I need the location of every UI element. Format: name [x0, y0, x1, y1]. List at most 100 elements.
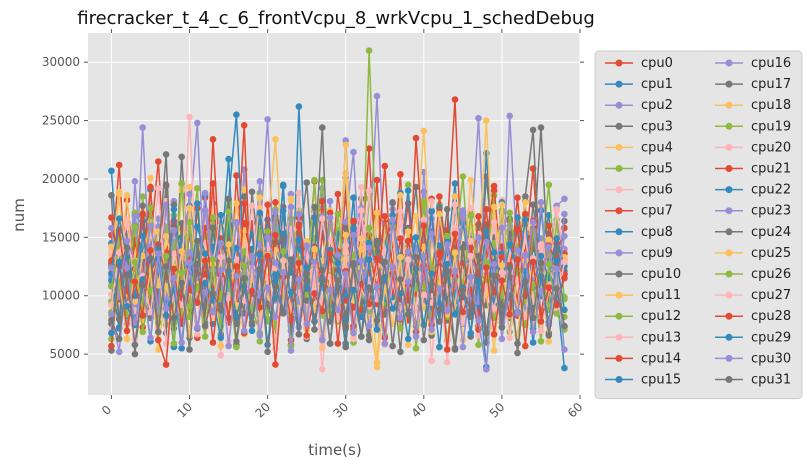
data-point-cpu22: [256, 209, 264, 217]
legend-label: cpu8: [641, 225, 673, 240]
data-point-cpu1: [451, 180, 459, 187]
data-point-cpu14: [381, 162, 389, 170]
data-point-cpu31: [139, 281, 146, 289]
legend-label: cpu1: [641, 77, 673, 92]
legend-label: cpu6: [641, 183, 673, 198]
legend-item-cpu24: cpu24: [715, 225, 791, 240]
data-point-cpu11: [490, 203, 498, 211]
data-point-cpu19: [303, 291, 311, 298]
data-point-cpu31: [201, 322, 209, 330]
data-point-cpu23: [350, 231, 357, 239]
data-point-cpu4: [240, 186, 248, 193]
data-point-cpu2: [287, 190, 295, 198]
legend-label: cpu14: [641, 351, 681, 366]
legend-label: cpu20: [751, 140, 791, 155]
legend-swatch-marker: [725, 312, 733, 320]
data-point-cpu25: [397, 253, 404, 261]
data-point-cpu7: [490, 182, 498, 190]
legend-swatch-marker: [725, 207, 733, 215]
data-point-cpu29: [373, 326, 381, 333]
legend-swatch-marker: [725, 143, 733, 151]
data-point-cpu22: [506, 241, 513, 248]
data-point-cpu31: [358, 333, 365, 340]
legend-swatch-marker: [615, 333, 623, 341]
data-point-cpu30: [475, 317, 482, 324]
data-point-cpu21: [326, 209, 334, 217]
data-point-cpu16: [131, 213, 139, 220]
data-point-cpu14: [350, 217, 357, 225]
data-point-cpu17: [139, 202, 146, 210]
y-tick-label: 10000: [42, 289, 80, 303]
data-point-cpu13: [397, 218, 404, 226]
data-point-cpu23: [264, 234, 271, 241]
data-point-cpu28: [131, 278, 139, 286]
data-point-cpu29: [162, 312, 170, 319]
data-point-cpu9: [537, 199, 545, 206]
legend-label: cpu30: [751, 351, 791, 366]
data-point-cpu14: [209, 136, 217, 143]
data-point-cpu20: [319, 215, 326, 222]
data-point-cpu22: [115, 215, 123, 222]
data-point-cpu13: [428, 357, 435, 365]
data-point-cpu31: [334, 277, 342, 284]
data-point-cpu28: [256, 304, 264, 311]
data-point-cpu31: [209, 290, 217, 297]
data-point-cpu30: [498, 335, 506, 343]
data-point-cpu28: [490, 331, 498, 338]
data-point-cpu9: [256, 178, 264, 185]
data-point-cpu31: [178, 279, 185, 287]
data-point-cpu27: [319, 366, 326, 373]
data-point-cpu30: [209, 308, 217, 316]
data-point-cpu20: [170, 250, 178, 257]
data-point-cpu27: [522, 313, 529, 321]
data-point-cpu9: [186, 190, 193, 198]
data-point-cpu19: [443, 232, 451, 240]
data-point-cpu7: [373, 176, 381, 184]
plot-background: [88, 33, 580, 395]
data-point-cpu29: [436, 343, 443, 351]
legend-label: cpu15: [641, 373, 681, 388]
data-point-cpu11: [412, 213, 420, 220]
data-point-cpu28: [139, 312, 146, 319]
data-point-cpu30: [256, 332, 264, 339]
data-point-cpu26: [397, 325, 404, 332]
data-point-cpu31: [381, 258, 389, 266]
legend-item-cpu5: cpu5: [605, 162, 673, 177]
data-point-cpu14: [147, 183, 154, 191]
legend-swatch-marker: [615, 228, 623, 236]
data-point-cpu23: [459, 210, 467, 218]
data-point-cpu2: [342, 218, 350, 226]
data-point-cpu4: [522, 199, 529, 206]
data-point-cpu29: [451, 311, 459, 318]
data-point-cpu31: [420, 336, 428, 344]
legend-swatch-marker: [725, 186, 733, 194]
legend-label: cpu19: [751, 119, 791, 134]
data-point-cpu21: [404, 237, 412, 245]
legend-item-cpu16: cpu16: [715, 56, 791, 71]
data-point-cpu31: [225, 257, 232, 265]
data-point-cpu0: [365, 145, 373, 152]
legend-label: cpu17: [751, 77, 791, 92]
legend-item-cpu29: cpu29: [715, 330, 791, 345]
data-point-cpu31: [365, 284, 373, 291]
legend-item-cpu9: cpu9: [605, 246, 673, 261]
data-point-cpu19: [334, 210, 342, 218]
data-point-cpu15: [514, 214, 521, 221]
data-point-cpu18: [436, 210, 443, 218]
data-point-cpu7: [155, 158, 162, 165]
data-point-cpu15: [248, 230, 256, 238]
data-point-cpu18: [358, 245, 365, 253]
legend-label: cpu26: [751, 267, 791, 282]
data-point-cpu20: [123, 221, 131, 228]
data-point-cpu31: [319, 266, 326, 274]
data-point-cpu4: [420, 127, 428, 135]
data-point-cpu30: [178, 339, 185, 346]
data-point-cpu30: [108, 311, 115, 318]
legend-item-cpu18: cpu18: [715, 98, 791, 113]
data-point-cpu29: [529, 339, 537, 346]
data-point-cpu23: [326, 214, 334, 221]
data-point-cpu18: [256, 194, 264, 201]
data-point-cpu8: [404, 187, 412, 194]
data-point-cpu23: [483, 238, 490, 246]
data-point-cpu27: [279, 257, 287, 265]
